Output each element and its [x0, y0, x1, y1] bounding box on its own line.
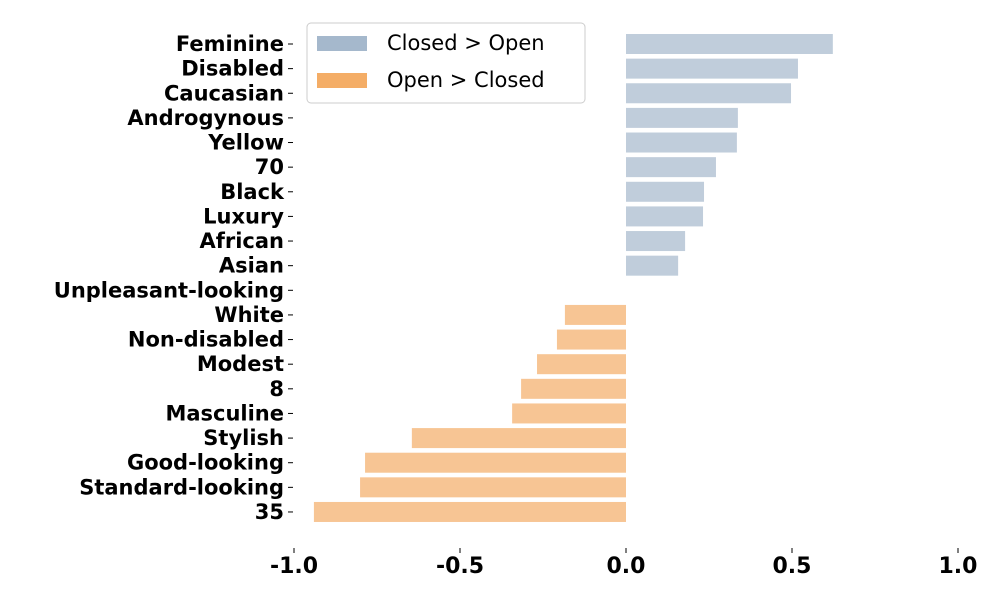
bar: [626, 34, 833, 54]
legend-swatch: [317, 36, 367, 51]
y-tick-label: White: [214, 303, 284, 327]
y-tick-label: Good-looking: [127, 451, 284, 475]
bar: [626, 206, 704, 227]
bar: [626, 58, 798, 79]
y-tick-label: Modest: [197, 352, 284, 376]
bar: [360, 477, 626, 498]
y-tick-label: Unpleasant-looking: [54, 278, 284, 302]
legend-swatch: [317, 73, 367, 88]
bar: [626, 132, 737, 153]
legend-label: Open > Closed: [387, 68, 545, 92]
bar: [313, 501, 626, 522]
bar: [564, 304, 626, 325]
bar: [626, 107, 738, 128]
bar: [626, 181, 705, 202]
y-tick-label: African: [199, 229, 284, 253]
bar: [626, 157, 716, 178]
y-tick-label: 70: [255, 155, 284, 179]
y-tick-label: Masculine: [165, 401, 284, 425]
x-tick-label: 0.0: [607, 554, 646, 579]
y-tick-label: Standard-looking: [79, 475, 284, 499]
x-tick-label: 1.0: [939, 554, 978, 579]
y-tick-label: Yellow: [207, 131, 284, 155]
bar: [365, 452, 626, 473]
y-tick-label: Black: [220, 180, 285, 204]
bar: [537, 354, 626, 375]
y-tick-label: Stylish: [203, 426, 284, 450]
y-tick-label: Caucasian: [164, 81, 284, 105]
legend-label: Closed > Open: [387, 31, 545, 55]
y-tick-label: 8: [269, 377, 284, 401]
bar: [411, 428, 626, 449]
legend-frame: [306, 22, 586, 104]
y-tick-label: Androgynous: [127, 106, 284, 130]
bar: [556, 329, 626, 350]
x-tick-label: 0.5: [773, 554, 812, 579]
y-tick-label: Feminine: [176, 32, 284, 56]
y-tick-label: Luxury: [203, 204, 284, 228]
bar: [626, 255, 679, 276]
y-tick-label: Disabled: [181, 57, 284, 81]
y-tick-label: 35: [255, 500, 284, 524]
bar: [512, 403, 626, 424]
bar: [626, 231, 686, 252]
x-tick-label: -1.0: [270, 554, 318, 579]
bar: [626, 83, 792, 104]
y-tick-label: Asian: [219, 254, 284, 278]
bar: [521, 378, 626, 399]
legend: Closed > Open Open > Closed: [306, 22, 586, 104]
y-tick-label: Non-disabled: [128, 328, 284, 352]
x-tick-label: -0.5: [436, 554, 484, 579]
